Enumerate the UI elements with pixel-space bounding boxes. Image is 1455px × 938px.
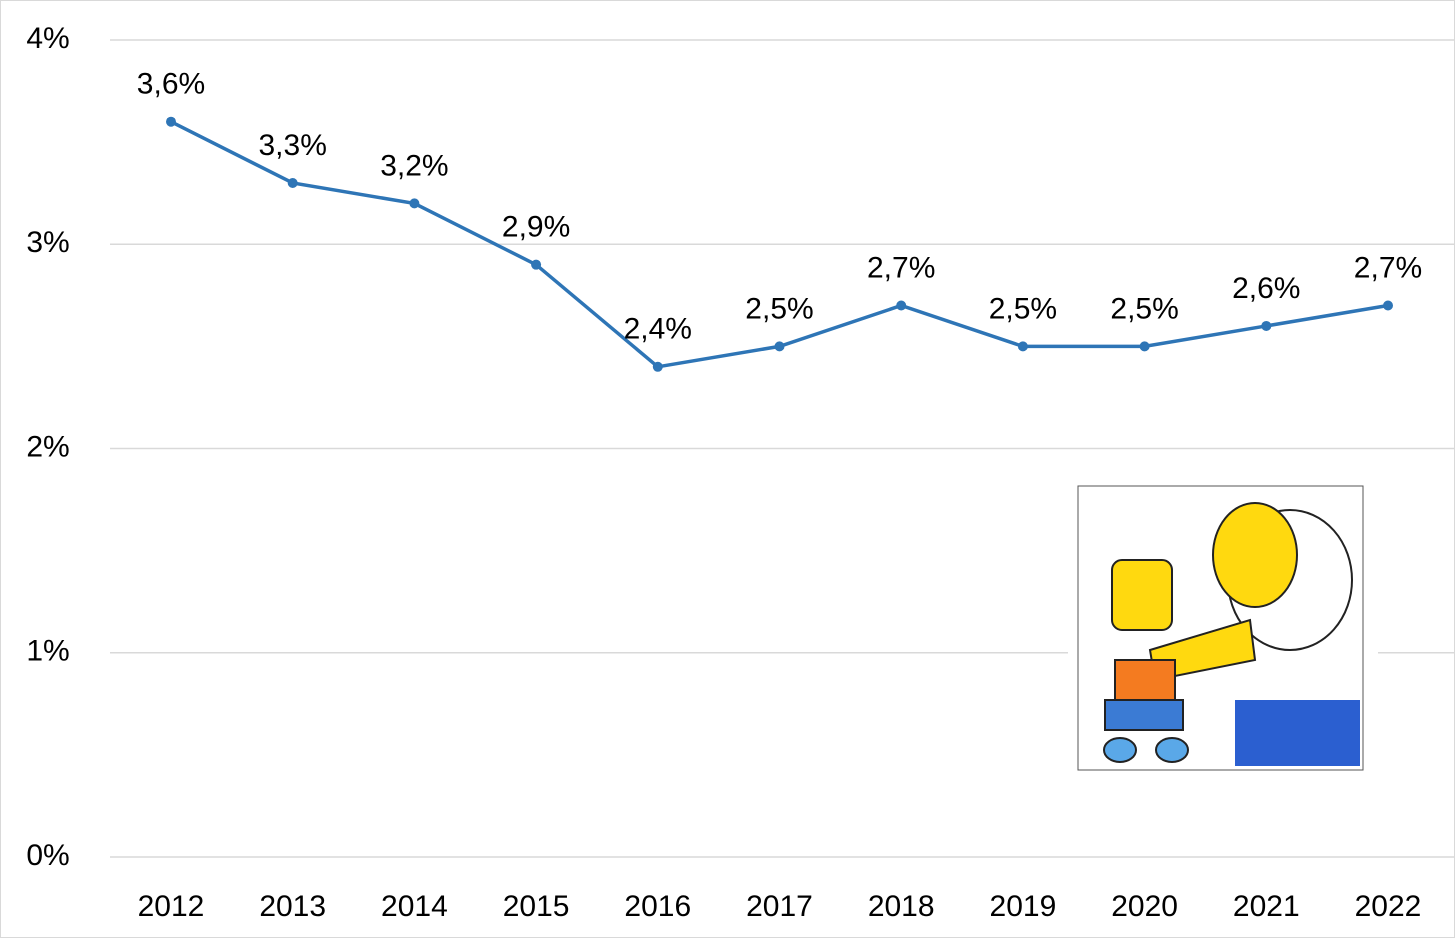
data-label: 3,6% [137,68,205,101]
data-label: 2,6% [1232,272,1300,305]
data-label: 2,7% [867,251,935,284]
y-tick-label: 2% [26,430,69,463]
point [774,341,785,352]
point [896,300,907,311]
x-tick-label: 2013 [259,890,326,923]
point [1139,341,1150,352]
data-label: 3,2% [380,149,448,182]
plot: 3,6% 3,3% 3,2% 2,9% 2,4% 2,5% 2,7% 2,5% 2,5% 2,6%… [137,68,1422,372]
data-label: 2,5% [745,292,813,325]
x-tick-label: 2021 [1233,890,1300,923]
x-tick-label: 2022 [1355,890,1422,923]
x-tick-label: 2018 [868,890,935,923]
point [1261,320,1272,331]
data-label: 2,9% [502,211,570,244]
point [531,259,542,270]
point [652,361,663,372]
y-tick-label: 1% [26,635,69,668]
x-tick-label: 2016 [624,890,691,923]
y-tick-label: 4% [26,22,69,55]
point [166,116,176,127]
pants [1235,700,1360,766]
shorts [1104,699,1184,731]
x-tick-label: 2012 [138,890,205,923]
point [409,198,420,209]
data-label: 2,7% [1354,251,1422,284]
shoe [1155,737,1189,763]
data-label: 2,5% [989,292,1057,325]
illustration [1068,476,1378,776]
x-tick-label: 2017 [746,890,813,923]
y-tick-label: 3% [26,226,69,259]
x-tick-label: 2020 [1111,890,1178,923]
point [1383,300,1393,311]
y-tick-label: 0% [26,839,69,872]
data-label: 2,4% [624,313,692,346]
shoe [1103,737,1137,763]
face [1111,559,1173,631]
data-label: 2,5% [1110,292,1178,325]
head [1212,502,1298,608]
body [1114,659,1176,701]
x-tick-label: 2019 [990,890,1057,923]
point [287,177,298,188]
x-tick-label: 2014 [381,890,448,923]
point [1017,341,1028,352]
x-tick-label: 2015 [503,890,570,923]
data-label: 3,3% [259,129,327,162]
